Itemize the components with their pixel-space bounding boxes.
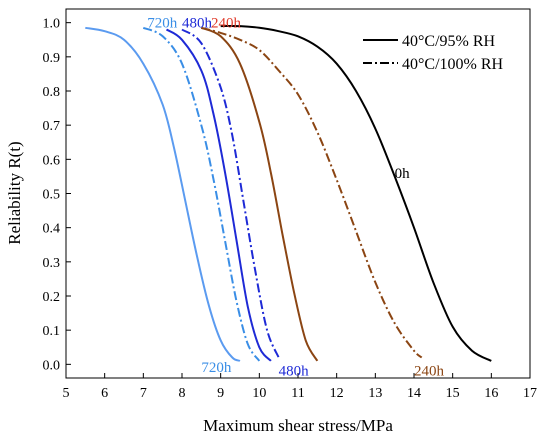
y-tick-label: 0.4 [43,222,61,237]
curve-720h-100rh [142,26,261,362]
y-tick-label: 0.2 [43,290,61,305]
x-tick-label: 17 [523,386,537,401]
y-tick-label: 0.7 [43,119,61,134]
x-tick-label: 8 [179,386,186,401]
x-axis-title: Maximum shear stress/MPa [203,416,393,435]
curve-720h-95rh [85,26,241,362]
x-tick-label: 16 [484,386,498,401]
x-axis: 5 6 7 8 9 10 11 12 13 14 15 16 17 [63,373,537,401]
curve-label-240h: 240h [211,16,242,32]
curve-label-480h: 480h [182,16,213,32]
curves [85,24,492,362]
legend-label-95rh: 40°C/95% RH [402,33,496,50]
y-tick-label: 0.9 [43,51,61,66]
legend: 40°C/95% RH 40°C/100% RH [363,33,504,73]
x-tick-label: 11 [291,386,304,401]
curve-label-0h: 0h [395,166,411,182]
y-tick-label: 0.3 [43,256,61,271]
curve-480h-95rh [165,28,272,362]
curve-480h-100rh [181,28,280,358]
curve-label-720h: 720h [147,16,178,32]
curve-label-480h: 480h [279,363,310,379]
y-tick-label: 0.5 [43,188,61,203]
y-tick-label: 0.1 [43,324,61,339]
x-tick-label: 5 [63,386,70,401]
curve-label-240h: 240h [414,363,445,379]
legend-label-100rh: 40°C/100% RH [402,56,504,73]
x-tick-label: 15 [446,386,460,401]
x-tick-label: 12 [330,386,344,401]
y-tick-label: 1.0 [43,17,61,32]
x-tick-label: 7 [140,386,147,401]
x-tick-label: 14 [407,386,421,401]
curve-240h-95rh [200,26,319,362]
curve-240h-100rh [201,26,423,359]
x-tick-label: 6 [101,386,108,401]
curve-label-720h: 720h [201,360,232,376]
y-tick-label: 0.8 [43,85,61,100]
y-tick-label: 0.0 [43,358,61,373]
x-tick-label: 9 [217,386,224,401]
y-axis: 0.0 0.1 0.2 0.3 0.4 0.5 0.6 0.7 0.8 0.9 1.0 [43,17,71,373]
x-tick-label: 13 [368,386,382,401]
y-axis-title: Reliability R(t) [5,141,24,244]
curve-0h-95rh [220,24,492,362]
y-tick-label: 0.6 [43,153,61,168]
x-tick-label: 10 [252,386,266,401]
